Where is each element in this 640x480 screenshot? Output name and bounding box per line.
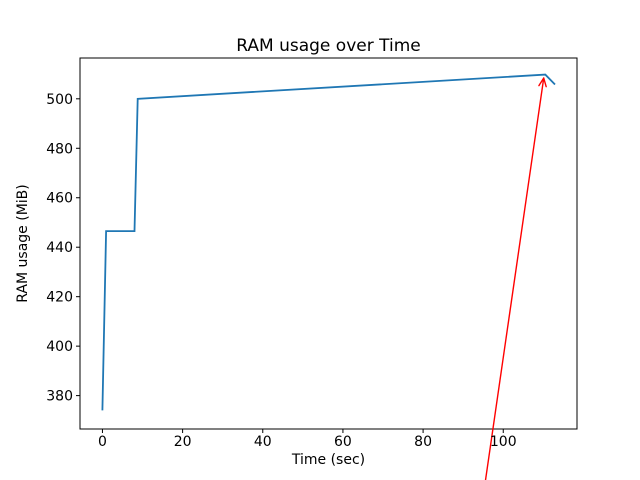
y-tick-label: 400 (46, 339, 73, 355)
plot-area (80, 58, 577, 429)
x-axis-label: Time (sec) (291, 452, 365, 468)
annotation-arrow-head (543, 77, 547, 88)
y-tick-label: 440 (46, 240, 73, 256)
data-series-group (101, 73, 556, 411)
chart-title: RAM usage over Time (236, 36, 420, 56)
y-tick-label: 380 (46, 389, 73, 405)
x-tick-label: 20 (174, 434, 192, 450)
y-tick-label: 460 (46, 191, 73, 207)
y-tick-label: 420 (46, 290, 73, 306)
y-tick-label: 480 (46, 141, 73, 157)
x-tick-label: 100 (490, 434, 517, 450)
annotation-arrow-head (538, 77, 545, 87)
y-axis-label: RAM usage (MiB) (15, 184, 31, 302)
x-tick-label: 80 (414, 434, 432, 450)
data-line (101, 73, 556, 411)
axes-group (76, 57, 578, 433)
y-tick-label: 500 (46, 92, 73, 108)
x-tick-label: 40 (254, 434, 272, 450)
tick-labels-group: 0 20 40 60 80 100 380 400 420 440 460 480 500 (46, 92, 516, 450)
annotation-group (484, 77, 547, 480)
x-tick-label: 0 (98, 434, 107, 450)
axes-spines (79, 57, 578, 430)
x-tick-label: 60 (334, 434, 352, 450)
annotation-arrow-shaft (484, 77, 545, 480)
